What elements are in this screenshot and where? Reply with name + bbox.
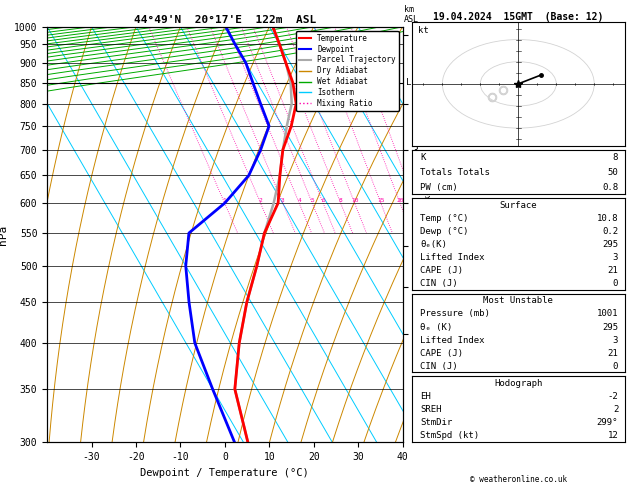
Text: SREH: SREH: [421, 405, 442, 414]
Text: 3: 3: [613, 336, 618, 345]
Text: 1: 1: [223, 198, 226, 203]
Text: θₑ(K): θₑ(K): [421, 240, 447, 249]
Text: km
ASL: km ASL: [404, 5, 419, 24]
Text: 20: 20: [396, 198, 404, 203]
Text: CIN (J): CIN (J): [421, 279, 458, 288]
Text: 0.2: 0.2: [602, 227, 618, 236]
Text: 10: 10: [351, 198, 359, 203]
Text: 12: 12: [608, 432, 618, 440]
Text: 2: 2: [613, 405, 618, 414]
Text: StmSpd (kt): StmSpd (kt): [421, 432, 480, 440]
Text: Lifted Index: Lifted Index: [421, 336, 485, 345]
Text: PW (cm): PW (cm): [421, 183, 458, 192]
Text: 25: 25: [411, 198, 419, 203]
Text: 19.04.2024  15GMT  (Base: 12): 19.04.2024 15GMT (Base: 12): [433, 12, 603, 22]
Text: 5: 5: [310, 198, 314, 203]
Title: 44°49'N  20°17'E  122m  ASL: 44°49'N 20°17'E 122m ASL: [134, 15, 316, 25]
Y-axis label: Mixing Ratio (g/kg): Mixing Ratio (g/kg): [424, 183, 433, 286]
Text: CIN (J): CIN (J): [421, 362, 458, 371]
Text: 299°: 299°: [597, 418, 618, 427]
Text: Surface: Surface: [499, 201, 537, 210]
Legend: Temperature, Dewpoint, Parcel Trajectory, Dry Adiabat, Wet Adiabat, Isotherm, Mi: Temperature, Dewpoint, Parcel Trajectory…: [296, 31, 399, 111]
Text: Temp (°C): Temp (°C): [421, 214, 469, 223]
Text: StmDir: StmDir: [421, 418, 453, 427]
Text: Lifted Index: Lifted Index: [421, 253, 485, 262]
Text: 0.8: 0.8: [602, 183, 618, 192]
Text: 1001: 1001: [597, 310, 618, 318]
Text: 295: 295: [602, 240, 618, 249]
Text: kt: kt: [418, 26, 429, 35]
Text: © weatheronline.co.uk: © weatheronline.co.uk: [470, 474, 567, 484]
Text: Most Unstable: Most Unstable: [483, 296, 554, 305]
Text: θₑ (K): θₑ (K): [421, 323, 453, 331]
Text: Dewp (°C): Dewp (°C): [421, 227, 469, 236]
Text: CAPE (J): CAPE (J): [421, 266, 464, 275]
Text: 0: 0: [613, 362, 618, 371]
Text: 21: 21: [608, 349, 618, 358]
Text: Totals Totals: Totals Totals: [421, 168, 491, 177]
Text: -2: -2: [608, 392, 618, 401]
Text: 15: 15: [377, 198, 384, 203]
Text: 4: 4: [298, 198, 301, 203]
Text: 10.8: 10.8: [597, 214, 618, 223]
Text: 6: 6: [321, 198, 325, 203]
Y-axis label: hPa: hPa: [0, 225, 8, 244]
Text: 0: 0: [613, 279, 618, 288]
Text: 8: 8: [339, 198, 343, 203]
Text: 21: 21: [608, 266, 618, 275]
X-axis label: Dewpoint / Temperature (°C): Dewpoint / Temperature (°C): [140, 468, 309, 478]
Text: EH: EH: [421, 392, 431, 401]
Text: 3: 3: [613, 253, 618, 262]
Text: 8: 8: [613, 154, 618, 162]
Text: 2: 2: [259, 198, 262, 203]
Text: 3: 3: [281, 198, 285, 203]
Text: LCL: LCL: [406, 78, 422, 87]
Text: Pressure (mb): Pressure (mb): [421, 310, 491, 318]
Text: K: K: [421, 154, 426, 162]
Text: Hodograph: Hodograph: [494, 379, 542, 388]
Text: CAPE (J): CAPE (J): [421, 349, 464, 358]
Text: 295: 295: [602, 323, 618, 331]
Text: 50: 50: [608, 168, 618, 177]
